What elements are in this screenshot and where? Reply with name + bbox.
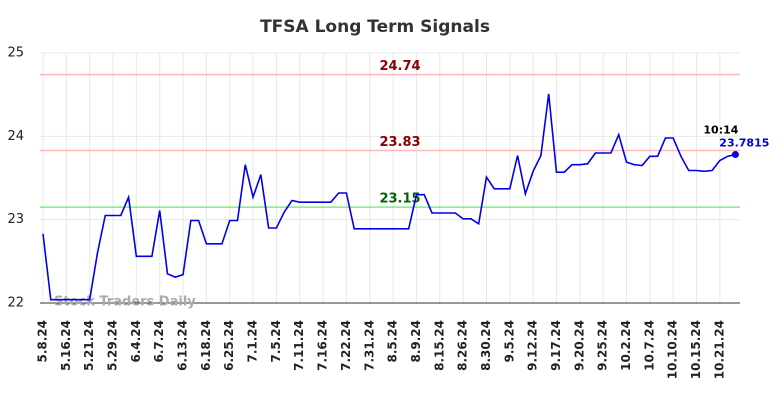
y-tick-label: 22: [7, 296, 24, 311]
x-tick-label: 8.5.24: [386, 320, 400, 363]
x-tick-label: 6.7.24: [152, 320, 166, 363]
last-time: 10:14: [703, 124, 738, 137]
x-tick-label: 8.30.24: [479, 320, 493, 371]
y-tick-label: 25: [7, 46, 24, 61]
x-tick-label: 10.15.24: [689, 320, 703, 379]
reference-label: 23.15: [379, 192, 420, 207]
x-tick-label: 5.16.24: [59, 320, 73, 371]
x-tick-label: 7.5.24: [269, 320, 283, 363]
x-tick-label: 5.29.24: [106, 320, 120, 371]
x-tick-label: 8.26.24: [456, 320, 470, 371]
x-tick-label: 10.21.24: [712, 320, 726, 379]
x-tick-label: 9.25.24: [596, 320, 610, 371]
y-tick-label: 24: [7, 129, 24, 144]
x-tick-label: 7.11.24: [292, 320, 306, 371]
last-value: 23.7815: [719, 137, 769, 150]
x-tick-label: 7.22.24: [339, 320, 353, 371]
x-tick-label: 7.16.24: [316, 320, 330, 371]
x-tick-label: 7.31.24: [362, 320, 376, 371]
x-tick-label: 10.10.24: [666, 320, 680, 379]
x-tick-label: 9.17.24: [549, 320, 563, 371]
x-tick-label: 10.2.24: [619, 320, 633, 371]
x-tick-label: 6.25.24: [222, 320, 236, 371]
x-tick-label: 7.1.24: [246, 320, 260, 363]
x-tick-label: 9.5.24: [502, 320, 516, 363]
watermark: Stock Traders Daily: [54, 295, 196, 310]
y-tick-label: 23: [7, 212, 24, 227]
chart-title: TFSA Long Term Signals: [260, 17, 490, 37]
last-point: [731, 151, 739, 159]
reference-label: 24.74: [379, 59, 420, 74]
x-tick-label: 8.15.24: [432, 320, 446, 371]
reference-label: 23.83: [379, 135, 420, 150]
x-tick-label: 8.9.24: [409, 320, 423, 363]
x-tick-label: 10.7.24: [642, 320, 656, 371]
x-tick-label: 9.12.24: [526, 320, 540, 371]
x-tick-label: 9.20.24: [572, 320, 586, 371]
x-tick-label: 6.18.24: [199, 320, 213, 371]
line: [42, 93, 736, 301]
x-tick-label: 5.21.24: [82, 320, 96, 371]
x-tick-label: 6.13.24: [176, 320, 190, 371]
x-tick-label: 5.8.24: [36, 320, 50, 363]
x-tick-label: 6.4.24: [129, 320, 143, 363]
